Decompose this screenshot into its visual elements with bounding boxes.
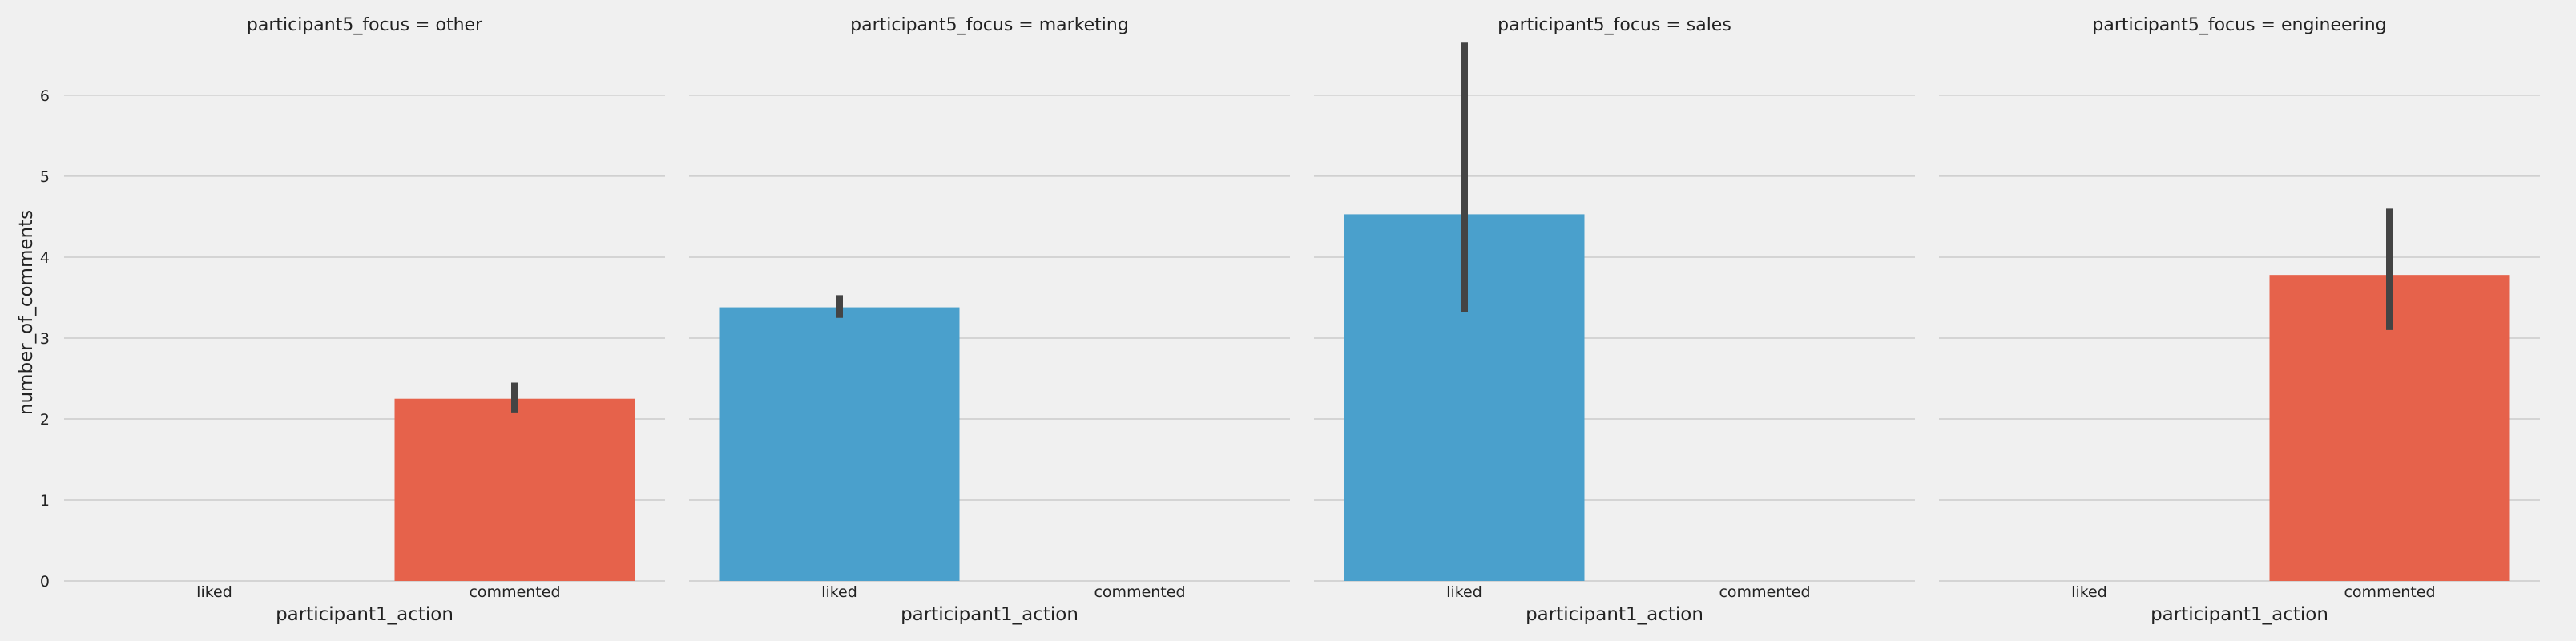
bar-commented: [394, 398, 635, 581]
panel-title: participant5_focus = other: [247, 15, 483, 35]
y-tick-label: 2: [40, 411, 50, 429]
x-tick-label: commented: [2344, 583, 2435, 601]
x-axis-label: participant1_action: [2151, 604, 2328, 625]
x-axis-label: participant1_action: [1526, 604, 1703, 625]
y-tick-label: 0: [40, 573, 50, 591]
y-tick-label: 5: [40, 168, 50, 186]
x-tick-label: commented: [1719, 583, 1810, 601]
panel-title: participant5_focus = engineering: [2092, 15, 2386, 35]
y-tick-label: 3: [40, 330, 50, 348]
panel-title: participant5_focus = sales: [1498, 15, 1731, 35]
x-axis-label: participant1_action: [901, 604, 1078, 625]
x-tick-label: liked: [2071, 583, 2107, 601]
y-axis-label: number_of_comments: [16, 210, 37, 415]
x-tick-label: liked: [821, 583, 857, 601]
x-axis-label: participant1_action: [276, 604, 454, 625]
y-tick-label: 1: [40, 492, 50, 510]
y-tick-label: 6: [40, 87, 50, 105]
x-tick-label: liked: [1446, 583, 1482, 601]
bar-liked: [719, 307, 960, 581]
x-tick-label: commented: [1094, 583, 1185, 601]
panel-title: participant5_focus = marketing: [850, 15, 1129, 35]
y-tick-label: 4: [40, 249, 50, 267]
x-tick-label: commented: [469, 583, 560, 601]
x-tick-label: liked: [196, 583, 232, 601]
